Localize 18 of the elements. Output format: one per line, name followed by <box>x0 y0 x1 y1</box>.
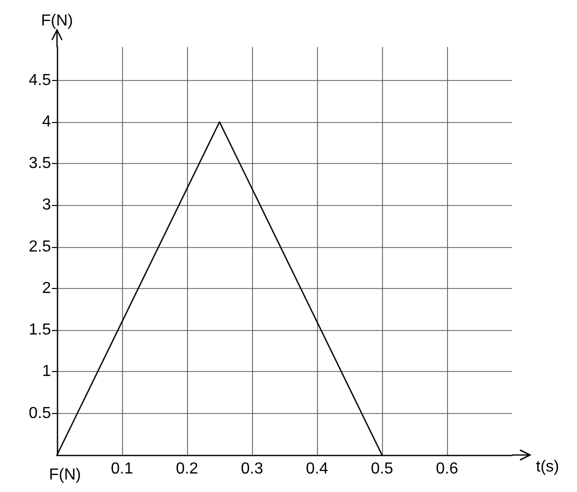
x-tick-label: 0.6 <box>436 460 458 478</box>
x-axis-title: t(s) <box>536 458 560 476</box>
x-tick-label: 0.4 <box>306 460 328 478</box>
y-tick-label: 3 <box>42 196 52 214</box>
x-tick-label: 0.2 <box>176 460 198 478</box>
text: F(N) <box>49 466 81 484</box>
y-tick-label: 1 <box>42 363 52 380</box>
y-tick-label: 2 <box>42 280 52 297</box>
x-tick-label: 0.5 <box>370 460 394 478</box>
y-tick-label: 4.5 <box>28 72 52 89</box>
y-tick-label: 4 <box>42 113 52 130</box>
y-tick-label: 1.5 <box>28 322 52 339</box>
y-tick-label: 0.5 <box>28 404 52 422</box>
y-tick-label: 2.5 <box>28 238 52 256</box>
x-tick-label: 0.3 <box>240 460 264 478</box>
y-axis-title: F(N) <box>41 12 73 30</box>
y-tick-label: 3.5 <box>28 155 52 172</box>
x-tick-label: 0.1 <box>110 460 134 478</box>
